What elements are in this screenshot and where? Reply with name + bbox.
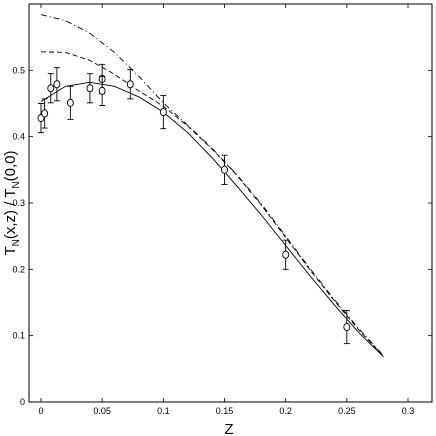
data-point xyxy=(41,98,49,129)
data-point xyxy=(98,75,106,106)
curve-solid xyxy=(40,81,384,358)
point-marker xyxy=(86,84,94,93)
data-point xyxy=(53,67,61,102)
y-axis-label: TN(x,z) / TN(0,0) xyxy=(2,150,22,255)
y-tick-label: 0.4 xyxy=(12,132,25,142)
data-point xyxy=(159,95,167,130)
data-point xyxy=(282,239,290,270)
x-tick-label: 0.15 xyxy=(216,406,234,416)
point-marker xyxy=(282,250,290,259)
point-marker xyxy=(47,84,55,93)
x-axis-label: Z xyxy=(224,421,233,436)
y-tick-label: 0.5 xyxy=(12,65,25,75)
y-tick-label: 0.2 xyxy=(12,264,25,274)
point-marker xyxy=(53,80,61,89)
x-tick-label: 0.1 xyxy=(157,406,170,416)
data-point xyxy=(66,85,74,120)
curve-dashed xyxy=(40,51,384,357)
point-marker xyxy=(41,109,49,118)
x-axis-ticks: 0 0.05 0.1 0.15 0.2 0.25 0.3 xyxy=(38,4,414,416)
model-curves xyxy=(40,14,384,358)
data-point xyxy=(221,154,228,185)
data-point xyxy=(86,73,94,104)
y-tick-label: 0.1 xyxy=(12,331,25,341)
data-point xyxy=(47,73,55,104)
x-tick-label: 0.3 xyxy=(402,406,415,416)
x-tick-label: 0.2 xyxy=(279,406,292,416)
data-point xyxy=(126,69,134,100)
y-axis-ticks: 0 0.1 0.2 0.3 0.4 0.5 xyxy=(12,65,432,407)
curve-dashdot xyxy=(40,14,384,356)
point-marker xyxy=(66,98,74,107)
y-tick-label: 0 xyxy=(20,397,25,407)
x-tick-label: 0 xyxy=(38,406,43,416)
x-tick-label: 0.05 xyxy=(93,406,111,416)
x-tick-label: 0.25 xyxy=(338,406,356,416)
point-marker xyxy=(159,108,167,117)
point-marker xyxy=(126,80,134,89)
y-tick-label: 0.3 xyxy=(12,198,25,208)
point-marker xyxy=(98,86,106,95)
data-points xyxy=(37,63,351,345)
point-marker xyxy=(343,322,351,332)
data-point xyxy=(343,310,351,345)
point-marker xyxy=(221,165,228,174)
